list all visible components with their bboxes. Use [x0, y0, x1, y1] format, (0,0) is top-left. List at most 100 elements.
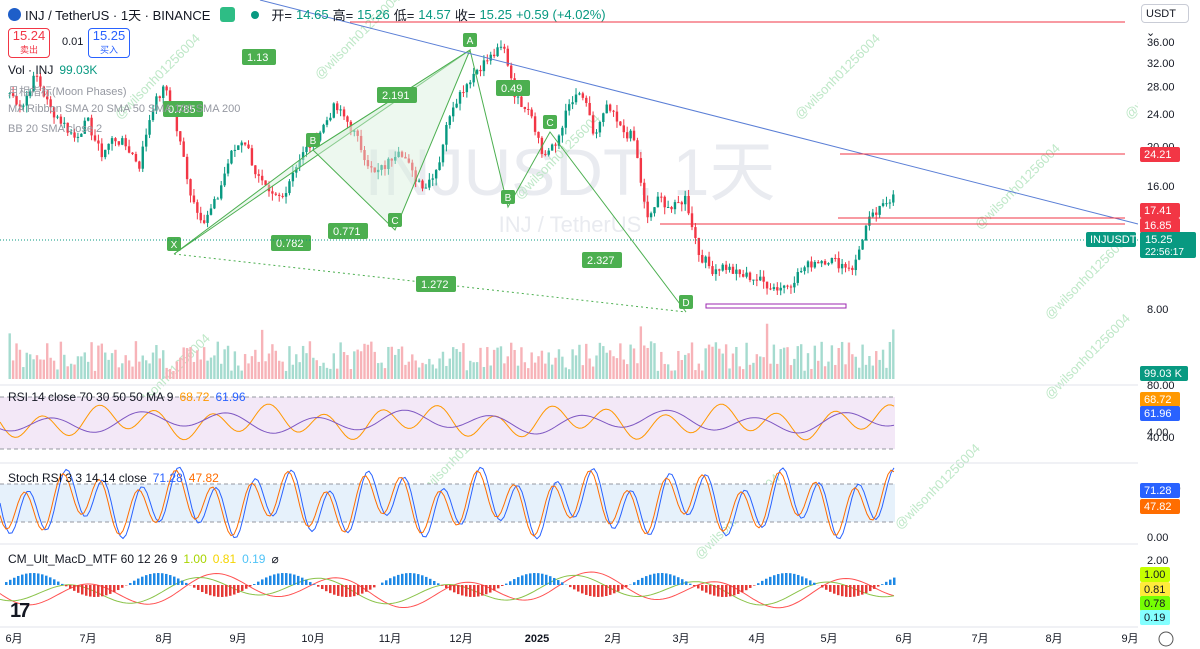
volume-bar-12	[49, 357, 52, 379]
point-label-C-3: C	[391, 216, 398, 227]
volume-bar-41	[148, 363, 151, 379]
macd-hist-bar-501	[501, 585, 504, 586]
candle-body-46	[165, 86, 168, 91]
macd-hist-bar-809	[809, 580, 812, 585]
macd-hist-bar-837	[837, 585, 840, 596]
macd-hist-bar-469	[469, 585, 472, 597]
macd-hist-bar-433	[433, 580, 436, 585]
volume-bar-92	[322, 362, 325, 379]
time-tick-3: 9月	[229, 633, 246, 645]
sell-label: 卖出	[19, 45, 38, 55]
candle-body-65	[230, 150, 233, 164]
candle-body-11	[46, 96, 49, 100]
candle-body-141	[489, 54, 492, 61]
candle-body-220	[759, 276, 762, 281]
volume-bar-145	[503, 363, 506, 379]
time-tick-12: 6月	[895, 633, 912, 645]
volume-bar-105	[366, 344, 370, 379]
level-2421-badge: 24.21	[1144, 149, 1172, 161]
candle-body-26	[97, 140, 100, 144]
macd-hist-bar-277	[277, 573, 280, 585]
candle-body-16	[63, 122, 66, 124]
macd-hist-bar-473	[473, 585, 476, 597]
candle-body-64	[226, 163, 230, 174]
volume-bar-223	[769, 363, 772, 379]
macd-hist-bar-237	[237, 585, 240, 593]
macd-hist-bar-685	[685, 581, 688, 585]
volume-bar-45	[162, 350, 165, 379]
volume-bar-8	[35, 355, 39, 379]
candle-body-236	[813, 262, 817, 268]
volume-bar-5	[25, 352, 28, 379]
point-label-B-2: B	[310, 136, 317, 147]
macd-hist-bar-621	[621, 585, 624, 590]
macd-hist-bar-25	[25, 573, 28, 585]
macd-hist-bar-149	[149, 573, 152, 585]
candle-body-144	[499, 46, 503, 48]
volume-bar-189	[653, 343, 656, 379]
macd-hist-bar-273	[273, 574, 276, 585]
candle-body-165	[571, 102, 574, 105]
volume-bar-218	[752, 362, 755, 379]
volume-bar-23	[86, 361, 90, 379]
macd-hist-bar-449	[449, 585, 452, 591]
macd-hist-bar-613	[613, 585, 616, 594]
volume-bar-71	[250, 356, 254, 379]
spread-value: 0.01	[62, 36, 84, 48]
candle-body-139	[482, 60, 486, 72]
macd-hist-bar-209	[209, 585, 212, 596]
sell-button[interactable]: 15.24 卖出	[8, 28, 50, 58]
volume-bar-51	[182, 347, 185, 379]
volume-bar-257	[885, 367, 888, 379]
volume-bar-70	[247, 363, 250, 379]
candle-body-106	[370, 166, 373, 168]
eye-toggle-icon[interactable]	[220, 7, 236, 22]
volume-bar-67	[237, 365, 240, 379]
volume-bar-33	[121, 363, 124, 379]
candle-body-83	[291, 172, 295, 182]
candle-body-187	[646, 201, 649, 218]
currency-select[interactable]: USDT ⌄	[1141, 4, 1189, 39]
watermark-tag-9: @wilsonh01256004	[892, 441, 984, 533]
symbol-header: INJ / TetherUS · 1天 · BINANCE 开= 14.65 高=…	[8, 5, 606, 24]
volume-bar-227	[782, 347, 786, 379]
candle-body-20	[76, 136, 80, 138]
macd-hist-bar-145	[145, 575, 148, 585]
candle-body-100	[349, 121, 353, 132]
macd-hist-bar-761	[761, 580, 764, 585]
candle-body-171	[591, 115, 595, 134]
macd-hist-bar-217	[217, 585, 220, 597]
candle-body-78	[274, 193, 278, 195]
candle-body-66	[233, 149, 237, 151]
symbol-title[interactable]: INJ / TetherUS · 1天 · BINANCE	[25, 8, 211, 23]
macd-hist-bar-741	[741, 585, 744, 593]
candle-body-221	[762, 276, 765, 282]
macd-hist-bar-877	[877, 585, 880, 587]
macd-hist-bar-573	[573, 585, 576, 590]
volume-bar-119	[414, 360, 417, 379]
macd-hist-bar-541	[541, 573, 544, 585]
candle-body-186	[643, 182, 646, 202]
candle-body-219	[755, 279, 759, 281]
currency-label: USDT	[1146, 8, 1176, 20]
volume-bar-10	[42, 359, 46, 379]
buy-button[interactable]: 15.25 买入	[88, 28, 130, 58]
macd-hist-bar-769	[769, 576, 772, 585]
macd-hist-bar-93	[93, 585, 96, 597]
volume-bar-138	[479, 347, 482, 379]
change-value: +0.59 (+4.02%)	[515, 7, 606, 22]
price-axis: 36.0032.0028.0024.0020.0016.0012.008.004…	[1086, 0, 1200, 627]
macd-hist-bar-701	[701, 585, 704, 591]
sell-price: 15.24	[12, 28, 46, 43]
watermark-subtitle: INJ / TetherUS	[499, 212, 642, 237]
volume-bar-54	[192, 361, 196, 379]
volume-bar-150	[520, 347, 523, 379]
candle-body-14	[56, 116, 59, 118]
volume-bar-241	[830, 345, 834, 379]
candle-body-87	[305, 146, 308, 153]
candle-body-241	[830, 257, 834, 264]
candle-body-258	[888, 202, 892, 204]
volume-bar-139	[482, 366, 486, 379]
rsi-value-2: 61.96	[215, 390, 246, 404]
